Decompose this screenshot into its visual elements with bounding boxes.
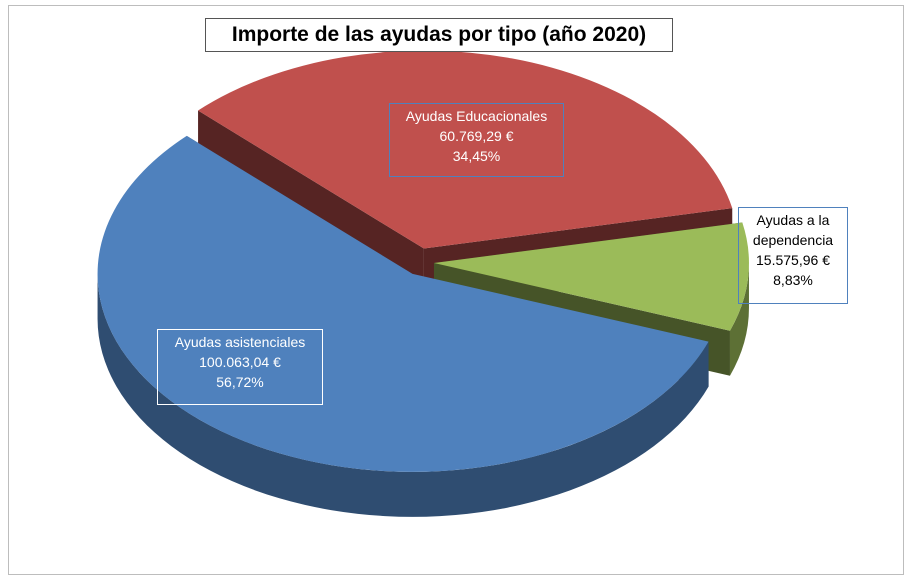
- label-value: 100.063,04 €: [199, 354, 281, 370]
- label-category: Ayudas a la dependencia: [752, 212, 834, 248]
- slice-side: [729, 263, 749, 376]
- label-percent: 56,72%: [216, 374, 264, 390]
- label-value: 15.575,96 €: [756, 252, 830, 268]
- slice: [198, 50, 733, 249]
- data-label: Ayudas asistenciales 100.063,04 € 56,72%: [157, 329, 323, 405]
- slice-side: [97, 273, 709, 517]
- label-percent: 8,83%: [773, 272, 813, 288]
- data-label: Ayudas Educacionales 60.769,29 € 34,45%: [389, 103, 564, 177]
- slice: [97, 135, 709, 472]
- data-label: Ayudas a la dependencia 15.575,96 € 8,83…: [738, 207, 848, 304]
- label-category: Ayudas Educacionales: [405, 108, 548, 124]
- label-category: Ayudas asistenciales: [174, 334, 306, 350]
- chart-frame: [8, 5, 904, 575]
- slice: [433, 222, 749, 331]
- label-value: 60.769,29 €: [439, 128, 514, 144]
- label-percent: 34,45%: [452, 148, 501, 164]
- chart-title: Importe de las ayudas por tipo (año 2020…: [205, 18, 673, 52]
